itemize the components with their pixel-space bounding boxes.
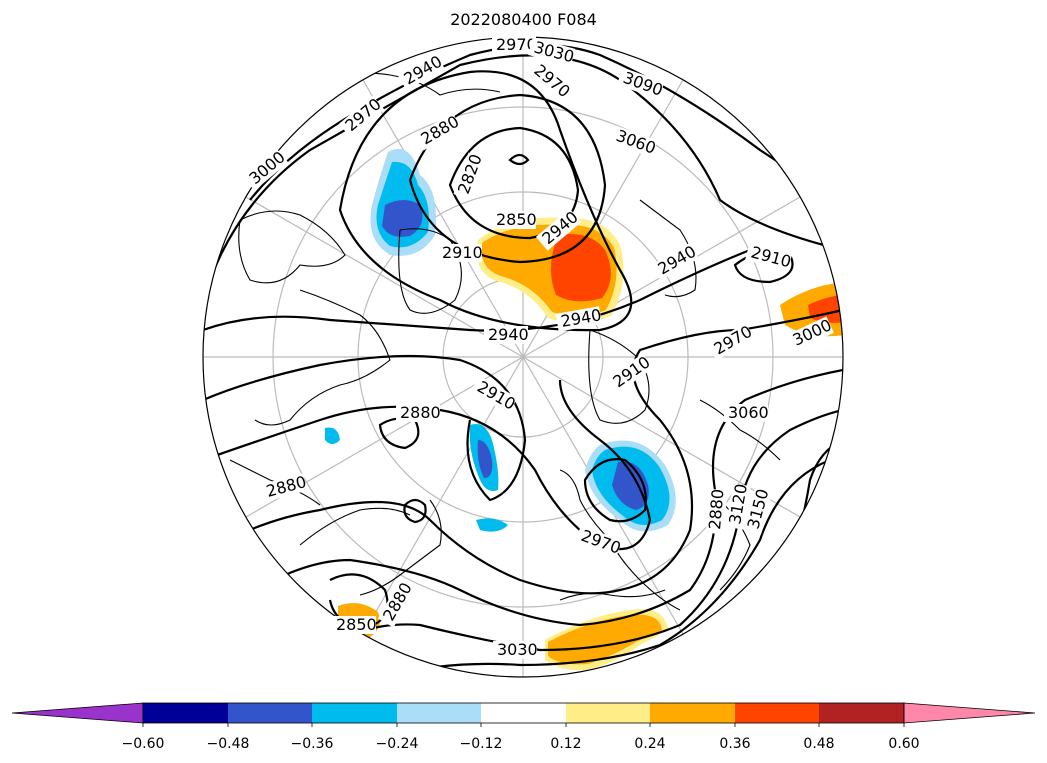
contour-label: 2940 [488, 325, 529, 344]
colorbar-extend-low [11, 702, 144, 724]
colorbar-tick-label: −0.24 [376, 736, 419, 752]
colorbar-tick-label: 0.24 [634, 736, 665, 752]
contour-label: 2940 [655, 242, 700, 279]
map-title: 2022080400 F084 [450, 10, 597, 29]
contour-label: 2910 [474, 377, 519, 414]
contour-label: 2880 [418, 112, 463, 149]
contour-label: 2850 [336, 615, 377, 634]
contour-label: 2970 [530, 61, 573, 102]
shaded-anomalies [325, 148, 843, 671]
colorbar-tick-label: −0.60 [122, 736, 165, 752]
colorbar-tick-label: 0.36 [719, 736, 750, 752]
contour-label: 2880 [379, 579, 416, 624]
colorbar-bin [735, 703, 819, 723]
colorbar-tick-label: 0.12 [550, 736, 581, 752]
contour-label: 2910 [749, 243, 793, 272]
contour-label: 2910 [609, 352, 653, 391]
contour-label: 2880 [264, 472, 308, 501]
contour-label: 3030 [497, 640, 538, 659]
colorbar-tick-label: 0.48 [803, 736, 834, 752]
colorbar-bin [143, 703, 228, 723]
contour-label: 2850 [496, 210, 537, 229]
colorbar-bin [819, 703, 904, 723]
contour-label: 3060 [728, 403, 769, 422]
colorbar-bin [228, 703, 312, 723]
colorbar-bin [566, 703, 650, 723]
contour-label: 2880 [705, 488, 727, 530]
colorbar-tick-label: −0.12 [460, 736, 503, 752]
contour-label: 2820 [454, 152, 486, 197]
contour-label: 3060 [614, 126, 659, 158]
colorbar-bin [650, 703, 735, 723]
colorbar: −0.60 −0.48 −0.36 −0.24 −0.12 0.12 0.24 … [11, 702, 1036, 752]
contour-label: 2940 [401, 52, 446, 89]
contour-label: 2910 [442, 243, 483, 262]
contour-label: 2970 [496, 35, 537, 54]
colorbar-tick-label: 0.60 [888, 736, 919, 752]
contour-label: 3090 [621, 68, 666, 100]
colorbar-tick-label: −0.36 [291, 736, 334, 752]
colorbar-extend-high [903, 702, 1036, 724]
colorbar-tick-label: −0.48 [207, 736, 250, 752]
contour-label: 2880 [400, 403, 441, 422]
colorbar-bin [397, 703, 481, 723]
colorbar-bin [312, 703, 397, 723]
colorbar-bin [481, 703, 566, 723]
graticule [203, 37, 843, 677]
contour-label: 2970 [711, 322, 756, 359]
contour-label: 2970 [579, 526, 624, 558]
